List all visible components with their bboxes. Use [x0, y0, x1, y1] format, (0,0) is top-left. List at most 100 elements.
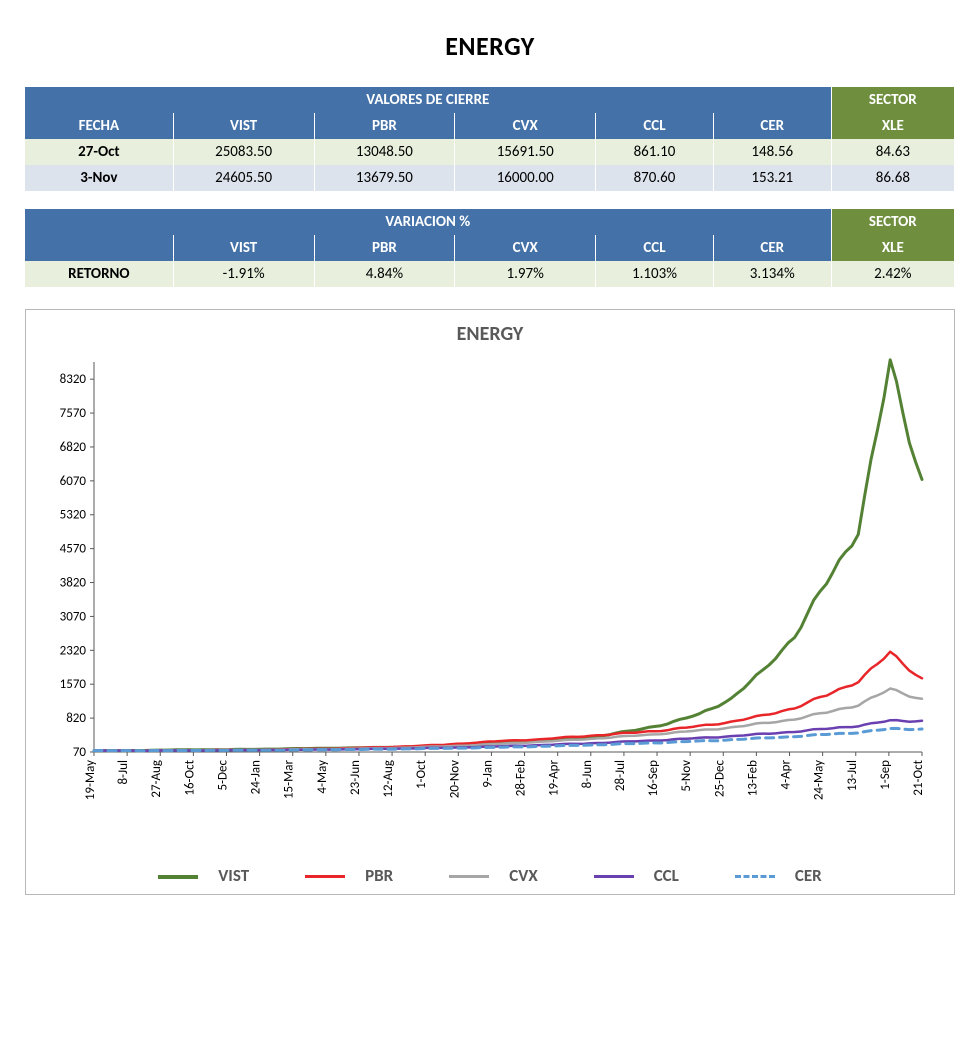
cell: 3.134% — [713, 261, 831, 287]
svg-text:25-Dec: 25-Dec — [712, 760, 727, 798]
col-fecha: FECHA — [25, 113, 173, 139]
cell: 153.21 — [713, 165, 831, 191]
col-vist2: VIST — [173, 235, 314, 261]
cell: 13048.50 — [314, 139, 455, 165]
legend-swatch — [305, 875, 345, 878]
legend-item-vist: VIST — [144, 865, 263, 886]
svg-text:19-Apr: 19-Apr — [547, 760, 562, 797]
svg-text:23-Jun: 23-Jun — [348, 760, 363, 795]
legend-swatch — [449, 875, 489, 878]
svg-text:5-Nov: 5-Nov — [679, 760, 694, 792]
col-vist: VIST — [173, 113, 314, 139]
cell: 24605.50 — [173, 165, 314, 191]
cell: 861.10 — [596, 139, 714, 165]
svg-text:1-Oct: 1-Oct — [414, 759, 429, 789]
table-row: 3-Nov 24605.50 13679.50 16000.00 870.60 … — [25, 165, 955, 191]
table-row: 27-Oct 25083.50 13048.50 15691.50 861.10… — [25, 139, 955, 165]
svg-text:12-Aug: 12-Aug — [381, 760, 396, 798]
svg-text:1-Sep: 1-Sep — [878, 760, 893, 790]
valores-header: VALORES DE CIERRE — [25, 87, 831, 113]
col-blank — [25, 235, 173, 261]
legend-swatch — [594, 875, 634, 878]
legend-label: CVX — [509, 865, 537, 886]
retorno-label: RETORNO — [25, 261, 173, 287]
cell: 870.60 — [596, 165, 714, 191]
chart-title: ENERGY — [34, 322, 946, 346]
svg-text:13-Jul: 13-Jul — [845, 760, 860, 791]
svg-text:9-Jan: 9-Jan — [480, 760, 495, 788]
svg-text:5320: 5320 — [60, 508, 87, 523]
svg-text:5-Dec: 5-Dec — [215, 760, 230, 791]
col-xle: XLE — [831, 113, 954, 139]
col-ccl2: CCL — [596, 235, 714, 261]
legend-label: CER — [795, 865, 822, 886]
svg-text:70: 70 — [73, 745, 87, 760]
cell: 4.84% — [314, 261, 455, 287]
cell: 1.103% — [596, 261, 714, 287]
legend-label: PBR — [365, 865, 393, 886]
cell: 86.68 — [831, 165, 954, 191]
svg-text:820: 820 — [66, 711, 86, 726]
svg-text:1570: 1570 — [60, 677, 87, 692]
legend-label: CCL — [654, 865, 679, 886]
cell-date: 3-Nov — [25, 165, 173, 191]
energy-chart-container: ENERGY 70 820 1570 2320 3070 3820 4570 5320 6070… — [25, 309, 955, 895]
svg-text:28-Feb: 28-Feb — [514, 760, 529, 796]
col-xle2: XLE — [831, 235, 954, 261]
svg-text:28-Jul: 28-Jul — [613, 760, 628, 791]
cell: 84.63 — [831, 139, 954, 165]
sector-header-1: SECTOR — [831, 87, 954, 113]
svg-text:7570: 7570 — [60, 406, 87, 421]
svg-text:16-Sep: 16-Sep — [646, 760, 661, 797]
cell-date: 27-Oct — [25, 139, 173, 165]
col-cvx2: CVX — [455, 235, 596, 261]
page-title: ENERGY — [25, 30, 955, 62]
col-cer: CER — [713, 113, 831, 139]
svg-text:15-Mar: 15-Mar — [282, 760, 297, 799]
cell: 13679.50 — [314, 165, 455, 191]
legend-item-ccl: CCL — [580, 865, 693, 886]
svg-text:13-Feb: 13-Feb — [745, 760, 760, 796]
svg-text:24-Jan: 24-Jan — [249, 760, 264, 795]
svg-text:3070: 3070 — [60, 609, 87, 624]
legend-label: VIST — [218, 865, 249, 886]
legend-swatch — [158, 875, 198, 879]
legend-swatch — [735, 875, 775, 878]
svg-text:4-May: 4-May — [315, 760, 330, 794]
cell: 25083.50 — [173, 139, 314, 165]
col-cvx: CVX — [455, 113, 596, 139]
cell: 148.56 — [713, 139, 831, 165]
legend-item-cer: CER — [721, 865, 836, 886]
variacion-header: VARIACION % — [25, 209, 831, 235]
chart-legend: VIST PBR CVX CCL CER — [34, 865, 946, 886]
svg-text:6070: 6070 — [60, 474, 87, 489]
energy-line-chart: 70 820 1570 2320 3070 3820 4570 5320 6070 6820 757… — [34, 352, 934, 852]
svg-text:20-Nov: 20-Nov — [447, 760, 462, 798]
legend-item-cvx: CVX — [435, 865, 551, 886]
svg-text:3820: 3820 — [60, 576, 87, 591]
svg-text:8-Jun: 8-Jun — [580, 760, 595, 789]
cell: 1.97% — [455, 261, 596, 287]
svg-text:19-May: 19-May — [83, 760, 98, 800]
col-ccl: CCL — [596, 113, 714, 139]
svg-text:4-Apr: 4-Apr — [779, 760, 794, 790]
col-pbr2: PBR — [314, 235, 455, 261]
svg-text:8320: 8320 — [60, 372, 87, 387]
svg-text:8-Jul: 8-Jul — [116, 760, 131, 785]
svg-text:6820: 6820 — [60, 440, 87, 455]
cell: 15691.50 — [455, 139, 596, 165]
table-row: RETORNO -1.91% 4.84% 1.97% 1.103% 3.134%… — [25, 261, 955, 287]
col-cer2: CER — [713, 235, 831, 261]
legend-item-pbr: PBR — [291, 865, 407, 886]
valores-table: VALORES DE CIERRE SECTOR FECHA VIST PBR … — [25, 87, 955, 287]
col-pbr: PBR — [314, 113, 455, 139]
sector-header-2: SECTOR — [831, 209, 954, 235]
svg-text:4570: 4570 — [60, 542, 87, 557]
svg-text:24-May: 24-May — [812, 760, 827, 800]
svg-text:21-Oct: 21-Oct — [911, 759, 926, 795]
cell: 16000.00 — [455, 165, 596, 191]
svg-text:27-Aug: 27-Aug — [149, 760, 164, 798]
svg-text:2320: 2320 — [60, 643, 87, 658]
cell: -1.91% — [173, 261, 314, 287]
cell: 2.42% — [831, 261, 954, 287]
